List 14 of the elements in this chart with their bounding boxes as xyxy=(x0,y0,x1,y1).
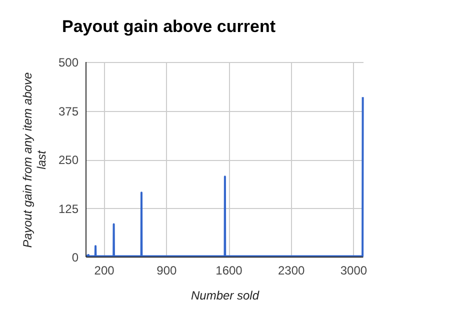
y-tick-label: 125 xyxy=(58,202,79,216)
x-axis-title: Number sold xyxy=(190,288,260,302)
y-tick-label: 0 xyxy=(72,250,79,264)
x-tick-label: 1600 xyxy=(216,264,243,278)
x-tick-label: 200 xyxy=(94,264,115,278)
x-tick-label: 2300 xyxy=(278,264,306,278)
y-tick-label: 250 xyxy=(58,153,79,167)
y-axis-title: Payout gain from any item above last xyxy=(20,72,48,248)
x-tick-label: 3000 xyxy=(340,264,368,278)
x-tick-label: 900 xyxy=(156,264,177,278)
y-tick-label: 500 xyxy=(58,56,79,70)
chart-title: Payout gain above current xyxy=(62,17,276,36)
line-series xyxy=(85,96,364,258)
y-tick-label: 375 xyxy=(58,104,79,118)
